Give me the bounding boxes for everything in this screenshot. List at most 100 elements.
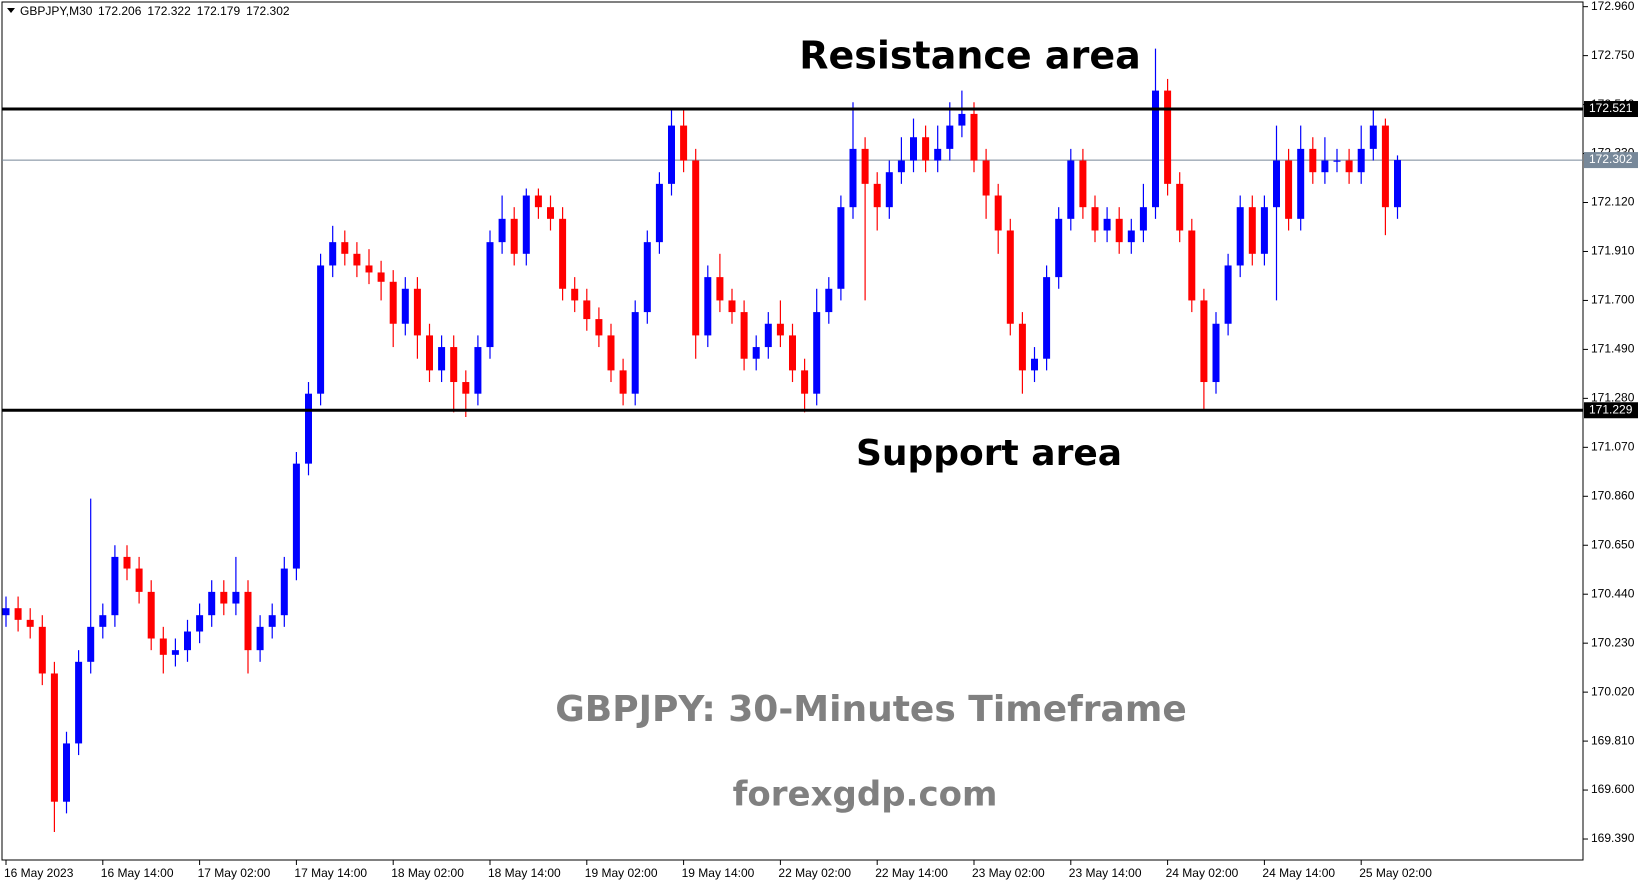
- candle-body: [837, 207, 845, 289]
- candle-body: [1043, 277, 1051, 359]
- candle-body: [910, 137, 917, 161]
- candle-body: [752, 347, 760, 359]
- candle-body: [1164, 90, 1172, 184]
- candle-body: [619, 370, 627, 394]
- ohlc-value: 172.179: [197, 4, 241, 18]
- x-tick-label: 24 May 02:00: [1166, 866, 1239, 880]
- candle-body: [1394, 160, 1401, 208]
- candle-body: [1103, 218, 1111, 231]
- candle-body: [1333, 160, 1341, 162]
- y-tick-label: 172.120: [1591, 195, 1635, 209]
- timeframe-note: GBPJPY: 30-Minutes Timeframe: [555, 689, 1187, 730]
- x-tick-label: 17 May 02:00: [198, 866, 271, 880]
- candle-body: [63, 743, 70, 802]
- candle-body: [1321, 160, 1329, 173]
- candle-body: [970, 113, 978, 161]
- candle-body: [75, 661, 83, 744]
- candle-body: [317, 265, 325, 394]
- x-tick-label: 23 May 14:00: [1069, 866, 1142, 880]
- candle-body: [244, 591, 252, 651]
- y-tick-label: 169.390: [1591, 831, 1635, 845]
- candle-body: [655, 183, 663, 243]
- plot-frame: [1, 1, 1584, 861]
- candle-body: [329, 242, 337, 266]
- candle-body: [450, 347, 458, 383]
- candle-body: [1369, 125, 1377, 149]
- candle-body: [365, 265, 373, 273]
- candle-body: [220, 591, 228, 604]
- candle-body: [668, 125, 675, 184]
- candle-body: [486, 242, 494, 348]
- candle-body: [1236, 207, 1244, 266]
- candle-body: [1055, 218, 1063, 278]
- candle-body: [789, 335, 796, 371]
- resistance-note: Resistance area: [799, 34, 1140, 78]
- x-tick-label: 18 May 02:00: [391, 866, 464, 880]
- candle-body: [994, 195, 1002, 231]
- y-tick-label: 171.280: [1591, 391, 1635, 405]
- website-note: forexgdp.com: [733, 775, 998, 815]
- candle-body: [1297, 148, 1305, 219]
- y-tick-label: 170.650: [1591, 537, 1635, 551]
- candle-body: [135, 568, 143, 592]
- candle-body: [716, 277, 724, 301]
- level-label-box: [1584, 101, 1638, 118]
- candle-body: [438, 347, 446, 371]
- candle-body: [510, 218, 518, 254]
- x-tick-label: 22 May 02:00: [778, 866, 851, 880]
- candle-body: [680, 125, 688, 161]
- candle-body: [692, 160, 700, 336]
- candle-body: [341, 242, 349, 254]
- candle-body: [159, 638, 167, 655]
- candle-body: [462, 382, 470, 394]
- y-tick-label: 172.750: [1591, 48, 1635, 62]
- candle-body: [26, 619, 34, 627]
- y-tick-label: 171.910: [1591, 244, 1635, 258]
- bid-label: 172.302: [1589, 152, 1633, 166]
- candle-body: [740, 312, 748, 359]
- y-tick-label: 171.700: [1591, 293, 1635, 307]
- candle-body: [256, 626, 264, 651]
- support-note: Support area: [856, 433, 1122, 474]
- candle-body: [1260, 207, 1268, 254]
- ohlc-value: 172.322: [147, 4, 191, 18]
- candle-body: [813, 312, 821, 394]
- candle-body: [1248, 207, 1256, 254]
- x-tick-label: 17 May 14:00: [294, 866, 367, 880]
- x-tick-label: 19 May 02:00: [585, 866, 658, 880]
- candle-body: [861, 148, 869, 184]
- candle-body: [764, 323, 772, 348]
- candle-body: [885, 172, 893, 208]
- candle-body: [50, 673, 58, 802]
- candle-body: [99, 615, 107, 627]
- x-tick-label: 19 May 14:00: [682, 866, 755, 880]
- candle-body: [38, 626, 46, 674]
- candle-body: [1357, 148, 1365, 173]
- menu-triangle[interactable]: [7, 8, 15, 13]
- candle-body: [776, 323, 784, 336]
- candle-body: [922, 137, 930, 161]
- x-tick-label: 16 May 14:00: [101, 866, 174, 880]
- candle-body: [377, 272, 385, 282]
- candle-body: [583, 300, 591, 320]
- candle-body: [934, 148, 942, 161]
- candle-body: [232, 591, 240, 604]
- candle-body: [1152, 90, 1159, 208]
- candle-body: [413, 288, 421, 336]
- y-tick-label: 170.230: [1591, 635, 1635, 649]
- candle-body: [268, 615, 276, 627]
- candle-body: [958, 113, 966, 126]
- candle-body: [1188, 230, 1196, 301]
- candle-body: [704, 277, 712, 336]
- candle-body: [946, 125, 954, 149]
- x-tick-label: 24 May 14:00: [1262, 866, 1335, 880]
- y-tick-label: 171.070: [1591, 439, 1635, 453]
- candle-body: [184, 631, 191, 651]
- candle-body: [825, 288, 833, 313]
- x-tick-label: 16 May 2023: [4, 866, 74, 880]
- y-tick-label: 170.860: [1591, 488, 1635, 502]
- candle-body: [389, 281, 397, 324]
- candle-body: [534, 195, 542, 208]
- y-tick-label: 172.960: [1591, 0, 1635, 13]
